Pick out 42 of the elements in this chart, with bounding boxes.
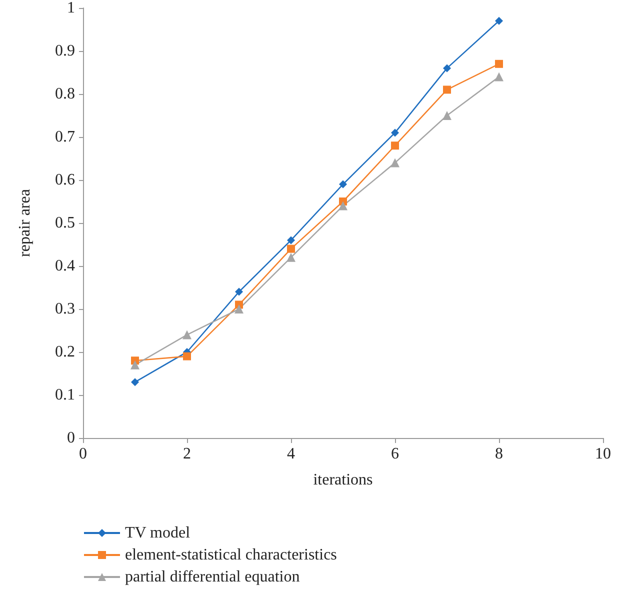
- x-tick-label: 0: [79, 446, 87, 462]
- point: [235, 288, 243, 296]
- legend-label: TV model: [125, 524, 191, 542]
- y-tick-label: 0.9: [55, 42, 75, 60]
- point: [131, 378, 139, 386]
- point: [286, 252, 296, 262]
- point: [287, 244, 295, 253]
- legend-label: element-statistical characteristics: [125, 546, 337, 564]
- point: [494, 72, 504, 82]
- x-tick-label: 8: [495, 446, 503, 462]
- point: [495, 60, 503, 68]
- point: [391, 128, 399, 137]
- point: [391, 142, 399, 150]
- y-tick-label: 0.1: [55, 386, 75, 404]
- point: [339, 180, 347, 188]
- point: [443, 86, 451, 94]
- y-axis-title: repair area: [16, 189, 34, 257]
- x-axis-title: iterations: [313, 472, 373, 488]
- point: [234, 304, 244, 314]
- legend-label: partial differential equation: [125, 568, 300, 586]
- x-tick-label: 10: [595, 446, 611, 462]
- point: [442, 111, 452, 120]
- y-tick-label: 0.7: [55, 128, 75, 146]
- point: [183, 352, 191, 360]
- x-tick-label: 6: [391, 446, 399, 462]
- point: [443, 64, 451, 72]
- x-tick-label: 4: [287, 446, 295, 462]
- point: [287, 236, 295, 244]
- point: [338, 201, 348, 210]
- y-tick-label: 0: [67, 430, 75, 446]
- point: [130, 360, 140, 370]
- point: [495, 16, 503, 25]
- y-tick-label: 0.3: [55, 300, 75, 318]
- point: [182, 330, 192, 340]
- point: [390, 158, 400, 168]
- x-tick-label: 2: [183, 446, 191, 462]
- y-tick-label: 0.4: [55, 258, 75, 274]
- y-tick-label: 0.2: [55, 344, 75, 360]
- y-tick-label: 0.6: [55, 172, 75, 188]
- y-tick-label: 1: [67, 0, 75, 16]
- y-tick-label: 0.8: [55, 86, 75, 102]
- y-tick-label: 0.5: [55, 214, 75, 232]
